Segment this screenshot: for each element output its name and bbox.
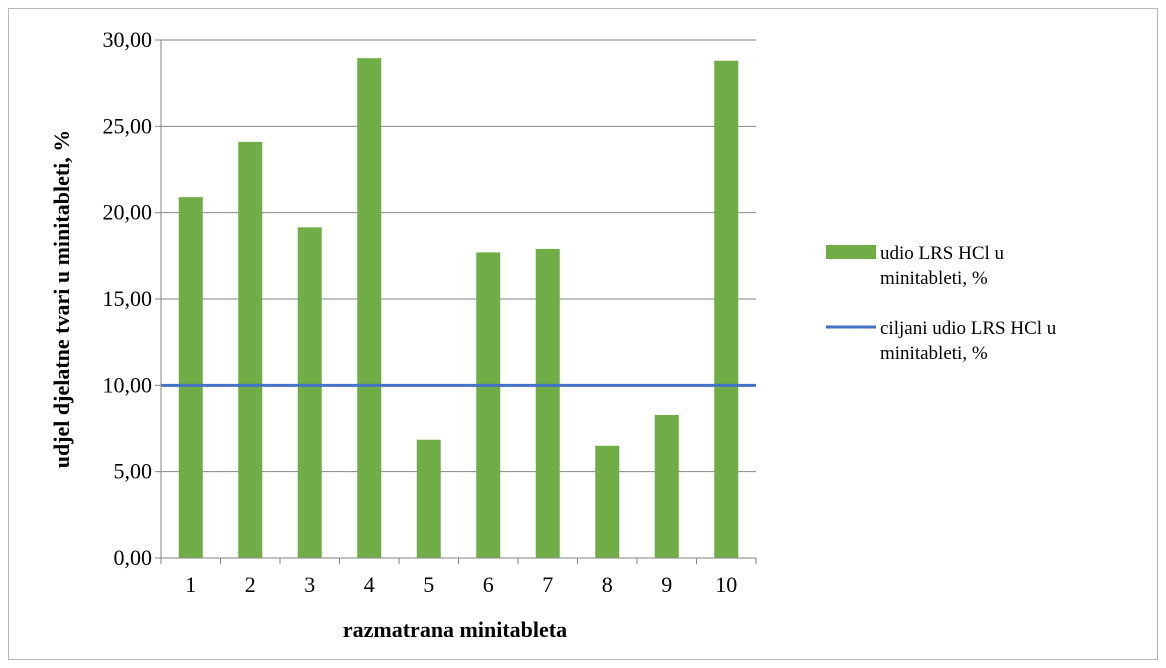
legend-label: udio LRS HCl u xyxy=(880,243,1005,264)
x-tick-label: 4 xyxy=(364,572,375,597)
legend-label: ciljani udio LRS HCl u xyxy=(880,318,1057,339)
y-tick-label: 10,00 xyxy=(103,372,153,397)
x-tick-label: 2 xyxy=(245,572,256,597)
x-axis-title: razmatrana minitableta xyxy=(343,617,567,642)
y-tick-label: 15,00 xyxy=(103,286,153,311)
bar xyxy=(178,197,203,559)
bar xyxy=(654,415,679,558)
x-tick-label: 7 xyxy=(542,572,553,597)
y-tick-label: 0,00 xyxy=(114,545,153,570)
y-tick-label: 20,00 xyxy=(103,200,153,225)
x-tick-label: 10 xyxy=(715,572,737,597)
bars xyxy=(178,58,739,559)
x-tick-label: 3 xyxy=(304,572,315,597)
legend-swatch-bar xyxy=(826,245,876,259)
x-tick-label: 5 xyxy=(423,572,434,597)
y-tick-label: 25,00 xyxy=(103,113,153,138)
x-tick-labels: 1 2 3 4 5 6 7 8 9 10 xyxy=(185,572,737,597)
bar xyxy=(595,445,620,558)
bar xyxy=(535,248,560,558)
y-tick-labels: 0,00 5,00 10,00 15,00 20,00 25,00 30,00 xyxy=(103,27,153,570)
bar xyxy=(714,60,739,558)
bar xyxy=(416,439,441,558)
x-tick-label: 1 xyxy=(185,572,196,597)
x-tick-label: 9 xyxy=(661,572,672,597)
bar xyxy=(238,141,263,558)
x-tick-label: 6 xyxy=(483,572,494,597)
x-tick-label: 8 xyxy=(602,572,613,597)
bar xyxy=(357,58,382,558)
y-tick-label: 30,00 xyxy=(103,27,153,52)
bar xyxy=(476,252,501,558)
axes xyxy=(155,39,757,564)
y-tick-label: 5,00 xyxy=(114,459,153,484)
legend-item: udio LRS HCl u minitableti, % xyxy=(826,243,1005,289)
legend-item: ciljani udio LRS HCl u minitableti, % xyxy=(826,318,1057,364)
y-axis-title: udjel djelatne tvari u minitableti, % xyxy=(49,130,74,469)
legend-label: minitableti, % xyxy=(880,268,988,289)
legend-label: minitableti, % xyxy=(880,343,988,364)
bar xyxy=(297,227,322,559)
